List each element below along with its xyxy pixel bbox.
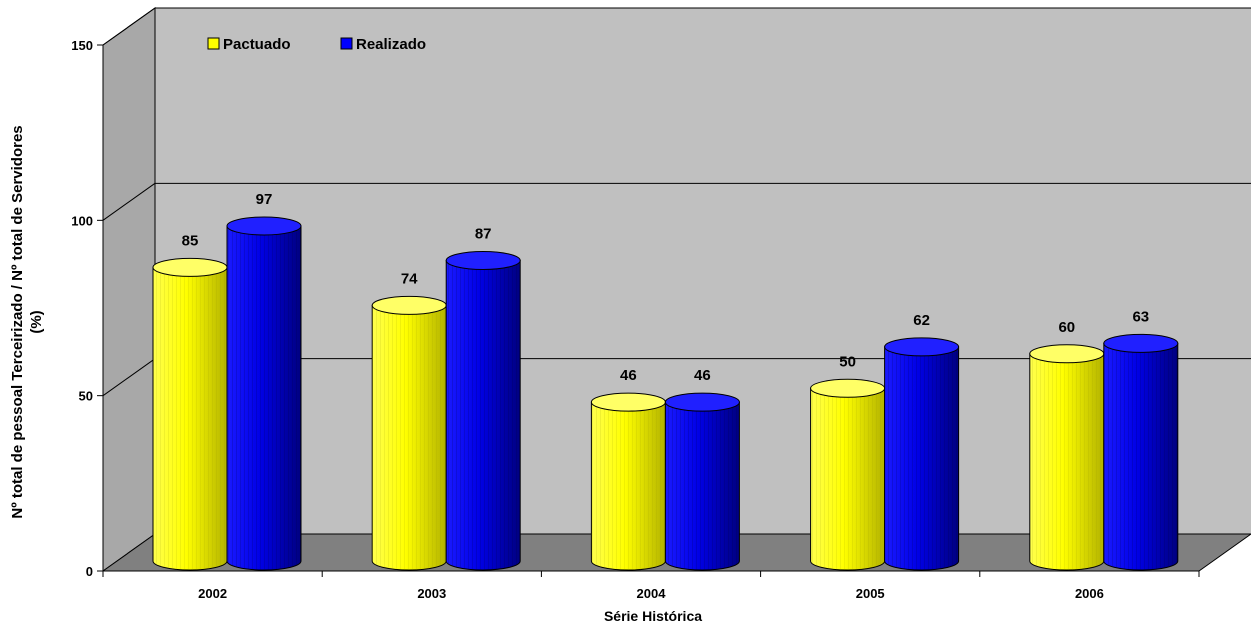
legend-label-pactuado: Pactuado bbox=[223, 36, 291, 53]
gridline-side bbox=[102, 358, 156, 397]
data-label-realizado: 62 bbox=[913, 312, 930, 329]
bar-texture bbox=[227, 225, 301, 570]
bar-pactuado-2002 bbox=[152, 257, 228, 571]
bar-pactuado-2006 bbox=[1029, 344, 1105, 571]
x-tick-label: 2005 bbox=[856, 586, 885, 601]
bar-realizado-2003 bbox=[445, 250, 521, 571]
data-label-realizado: 63 bbox=[1132, 308, 1149, 325]
data-label-pactuado: 85 bbox=[182, 232, 199, 249]
bar-realizado-2004 bbox=[664, 392, 740, 571]
legend: Pactuado Realizado bbox=[207, 36, 426, 53]
data-labels: 85 97 74 87 46 46 50 62 60 63 bbox=[182, 191, 1149, 384]
bar-pactuado-2005 bbox=[810, 378, 886, 571]
bar-top bbox=[664, 392, 740, 412]
gridline-side bbox=[102, 182, 156, 221]
bar-top bbox=[590, 392, 666, 412]
bar-realizado-2002 bbox=[226, 216, 302, 571]
bar-texture bbox=[153, 267, 227, 570]
gridline-side bbox=[102, 7, 156, 46]
bar-pactuado-2004 bbox=[590, 392, 666, 571]
data-label-pactuado: 60 bbox=[1058, 319, 1075, 336]
bar-texture bbox=[665, 402, 740, 570]
y-tick-label: 0 bbox=[86, 564, 93, 579]
y-tick-label: 150 bbox=[71, 38, 93, 53]
bar-top bbox=[371, 295, 447, 315]
data-label-pactuado: 74 bbox=[401, 270, 418, 287]
x-tick-label: 2004 bbox=[637, 586, 667, 601]
bar-texture bbox=[1103, 343, 1178, 570]
data-label-realizado: 87 bbox=[475, 225, 492, 242]
legend-swatch-pactuado bbox=[207, 37, 220, 50]
y-axis-title: Nº total de pessoal Terceirizado / Nº to… bbox=[9, 125, 45, 518]
bar-top bbox=[445, 250, 521, 270]
y-axis-title-line2: (%) bbox=[28, 310, 45, 333]
bar-texture bbox=[446, 260, 521, 570]
bar-texture bbox=[884, 346, 959, 570]
bar-texture bbox=[1029, 353, 1104, 570]
bar-top bbox=[152, 257, 228, 277]
axes: 0 50 100 150 2002 2003 2004 2005 2006 bbox=[71, 38, 1200, 601]
data-label-pactuado: 50 bbox=[839, 353, 856, 370]
x-tick-label: 2006 bbox=[1075, 586, 1104, 601]
bar-top bbox=[884, 337, 960, 357]
bars bbox=[152, 216, 1179, 571]
x-tick-label: 2003 bbox=[417, 586, 446, 601]
bar-top bbox=[1029, 344, 1105, 364]
data-label-realizado: 97 bbox=[256, 191, 273, 208]
bar-texture bbox=[591, 402, 666, 570]
left-wall bbox=[102, 7, 156, 572]
bar-realizado-2005 bbox=[884, 337, 960, 571]
bar-top bbox=[1103, 333, 1179, 353]
x-tick-label: 2002 bbox=[198, 586, 227, 601]
y-tick-label: 100 bbox=[71, 213, 93, 228]
bar-texture bbox=[810, 388, 885, 570]
legend-swatch-realizado bbox=[340, 37, 353, 50]
bar-realizado-2006 bbox=[1103, 333, 1179, 571]
x-axis-title: Série Histórica bbox=[604, 608, 702, 624]
bar-top bbox=[226, 216, 302, 236]
bar-top bbox=[810, 378, 886, 398]
data-label-realizado: 46 bbox=[694, 367, 711, 384]
y-tick-label: 50 bbox=[79, 389, 93, 404]
legend-label-realizado: Realizado bbox=[356, 36, 426, 53]
bar-pactuado-2003 bbox=[371, 295, 447, 571]
bar-texture bbox=[372, 305, 447, 570]
data-label-pactuado: 46 bbox=[620, 367, 637, 384]
y-axis-title-line1: Nº total de pessoal Terceirizado / Nº to… bbox=[9, 125, 26, 518]
